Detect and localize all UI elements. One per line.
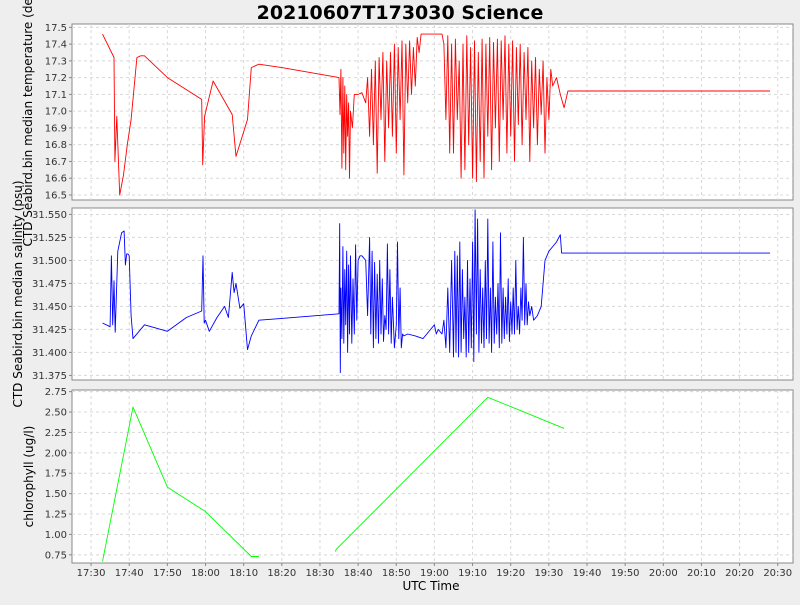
y-tick-label-chlorophyll: 2.00 bbox=[45, 448, 67, 459]
y-tick-label-chlorophyll: 2.50 bbox=[45, 408, 67, 419]
series-line-salinity-0 bbox=[102, 209, 771, 374]
x-tick-label: 19:50 bbox=[611, 568, 640, 579]
y-tick-label-chlorophyll: 1.00 bbox=[45, 530, 67, 541]
x-tick-label: 20:00 bbox=[649, 568, 678, 579]
plot-area-temperature bbox=[71, 23, 794, 201]
plot-area-chlorophyll bbox=[71, 389, 794, 564]
y-tick-label-temperature: 17.3 bbox=[45, 56, 67, 67]
y-tick-label-chlorophyll: 1.75 bbox=[45, 469, 67, 480]
y-tick-label-salinity: 31.525 bbox=[32, 233, 67, 244]
y-tick-label-chlorophyll: 0.75 bbox=[45, 550, 67, 561]
y-axis-label-chlorophyll: chlorophyll (ug/l) bbox=[22, 426, 36, 528]
x-axis-label: UTC Time bbox=[403, 579, 460, 593]
y-tick-label-salinity: 31.450 bbox=[32, 302, 67, 313]
panel-chlorophyll: 0.75 1.00 1.25 1.50 1.75 2.00 2.25 2.50 2.75 chlo… bbox=[22, 387, 794, 564]
y-tick-label-salinity: 31.425 bbox=[32, 325, 67, 336]
y-tick-label-temperature: 16.5 bbox=[45, 190, 67, 201]
y-axis-label-salinity: CTD Seabird.bin median salinity (psu) bbox=[11, 180, 25, 407]
y-tick-label-chlorophyll: 2.75 bbox=[45, 387, 67, 398]
x-tick-label: 18:10 bbox=[229, 568, 258, 579]
plot-area-salinity bbox=[71, 207, 794, 381]
x-tick-label: 19:40 bbox=[573, 568, 602, 579]
y-tick-label-chlorophyll: 1.50 bbox=[45, 489, 67, 500]
y-tick-label-temperature: 17.4 bbox=[45, 40, 67, 51]
series-line-chlorophyll-1 bbox=[334, 396, 565, 552]
panel-salinity: 31.375 31.400 31.425 31.450 31.475 31.500 31.5… bbox=[11, 180, 794, 408]
x-tick-label: 18:30 bbox=[306, 568, 335, 579]
y-tick-label-temperature: 16.9 bbox=[45, 123, 67, 134]
y-tick-label-temperature: 17.5 bbox=[45, 23, 67, 34]
x-tick-label: 18:50 bbox=[382, 568, 411, 579]
series-line-temperature-0 bbox=[102, 33, 771, 196]
x-tick-label: 17:40 bbox=[115, 568, 144, 579]
panels: 16.5 16.6 16.7 16.8 16.9 17.0 17.1 17.2 17.3 17.4… bbox=[11, 0, 794, 579]
series-line-chlorophyll-0 bbox=[102, 406, 259, 562]
y-axis-label-temperature: CTD Seabird.bin median temperature (degC… bbox=[21, 0, 35, 247]
y-tick-label-chlorophyll: 1.25 bbox=[45, 510, 67, 521]
x-tick-label: 19:00 bbox=[420, 568, 449, 579]
y-tick-label-salinity: 31.475 bbox=[32, 279, 67, 290]
y-tick-label-temperature: 16.6 bbox=[45, 174, 67, 185]
y-tick-label-temperature: 16.7 bbox=[45, 157, 67, 168]
x-tick-label: 18:40 bbox=[344, 568, 373, 579]
y-tick-label-temperature: 16.8 bbox=[45, 140, 67, 151]
y-tick-label-salinity: 31.375 bbox=[32, 371, 67, 382]
x-tick-label: 20:30 bbox=[763, 568, 792, 579]
panel-temperature: 16.5 16.6 16.7 16.8 16.9 17.0 17.1 17.2 17.3 17.4… bbox=[21, 0, 794, 247]
chart-title: 20210607T173030 Science bbox=[257, 2, 544, 24]
x-tick-label: 17:30 bbox=[77, 568, 106, 579]
x-tick-label: 19:30 bbox=[534, 568, 563, 579]
y-tick-label-temperature: 17.2 bbox=[45, 73, 67, 84]
x-tick-label: 18:00 bbox=[191, 568, 220, 579]
y-tick-label-salinity: 31.400 bbox=[32, 348, 67, 359]
x-tick-label: 19:20 bbox=[496, 568, 525, 579]
y-tick-label-temperature: 17.0 bbox=[45, 107, 67, 118]
y-tick-label-temperature: 17.1 bbox=[45, 90, 67, 101]
x-tick-label: 18:20 bbox=[267, 568, 296, 579]
x-tick-label: 19:10 bbox=[458, 568, 487, 579]
x-tick-label: 20:20 bbox=[725, 568, 754, 579]
x-tick-label: 17:50 bbox=[153, 568, 182, 579]
y-tick-label-salinity: 31.500 bbox=[32, 256, 67, 267]
y-tick-label-chlorophyll: 2.25 bbox=[45, 428, 67, 439]
x-tick-label: 20:10 bbox=[687, 568, 716, 579]
y-tick-label-salinity: 31.550 bbox=[32, 210, 67, 221]
